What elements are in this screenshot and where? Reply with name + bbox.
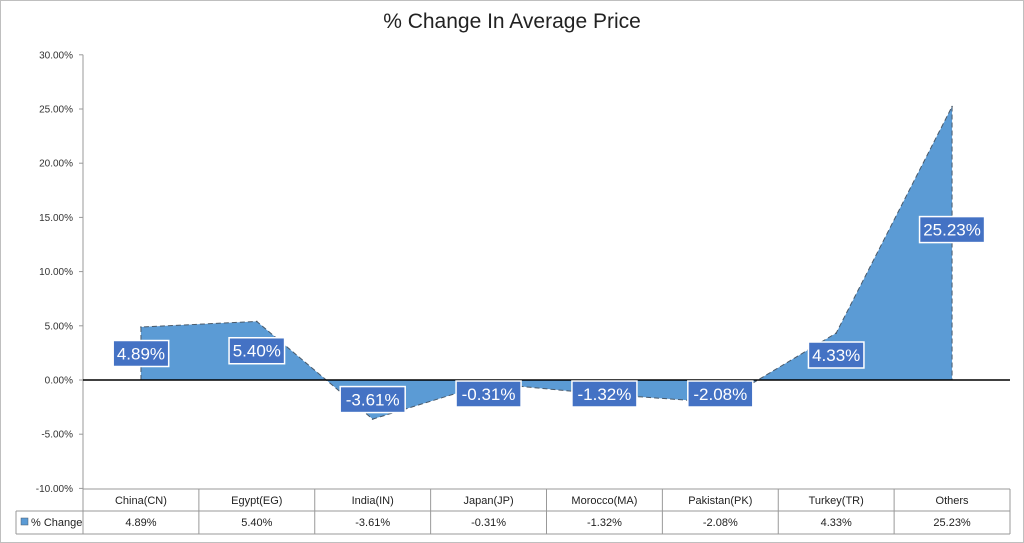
data-label-box [455,380,522,408]
chart-title: % Change In Average Price [383,10,641,33]
data-label-text: -0.31% [462,385,516,404]
data-point [835,332,837,334]
table-value-cell: -2.08% [703,517,738,529]
data-label-text: 25.23% [923,221,981,240]
y-tick-label: -5.00% [41,430,73,441]
data-label: 25.23% [918,215,986,244]
y-tick-label: 20.00% [39,159,73,170]
table-value-cell: 4.89% [125,517,156,529]
table-value-cell: -1.32% [587,517,622,529]
data-point [140,326,142,328]
area-fill [140,106,953,420]
table-value-cell: 4.33% [821,517,852,529]
y-tick-label: 15.00% [39,213,73,224]
table-value-cell: 25.23% [933,517,971,529]
legend-key-swatch [20,517,29,526]
data-label: -0.31% [455,380,522,408]
y-tick-label: -10.00% [36,484,73,495]
table-value-cell: 5.40% [241,517,272,529]
data-point [256,320,258,323]
category-label: Egypt(EG) [231,495,282,507]
data-label-box [918,215,986,244]
data-label-text: -2.08% [693,385,747,404]
area-outline [140,106,953,420]
data-point [951,105,953,108]
data-label: 4.33% [807,341,865,369]
data-point [371,418,374,420]
data-label: -3.61% [339,385,406,414]
y-tick-label: 30.00% [39,50,73,61]
data-label: -1.32% [571,380,638,408]
data-label: 5.40% [228,336,286,365]
legend-key-label: % Change [31,517,82,529]
category-label: India(IN) [352,495,394,507]
y-tick-label: 25.00% [39,105,73,116]
data-label-text: 4.33% [812,346,860,365]
data-label-text: -3.61% [346,391,400,410]
data-label-box [687,380,754,408]
data-label-box [807,341,865,369]
data-label-box [571,380,638,408]
data-label-box [228,336,286,365]
data-label: 4.89% [112,339,170,368]
table-value-cell: -0.31% [471,517,506,529]
y-tick-label: 0.00% [45,376,73,387]
table-value-cell: -3.61% [355,517,390,529]
category-label: Others [936,495,970,507]
category-label: Morocco(MA) [571,495,637,507]
data-label-box [112,339,170,368]
data-label-text: -1.32% [578,385,632,404]
category-label: China(CN) [115,495,167,507]
y-tick-label: 10.00% [39,267,73,278]
data-label-box [339,385,406,414]
data-label-text: 4.89% [117,344,165,363]
category-label: Japan(JP) [463,495,513,507]
data-label: -2.08% [687,380,754,408]
category-label: Pakistan(PK) [688,495,752,507]
y-tick-label: 5.00% [45,321,73,332]
data-label-text: 5.40% [233,342,281,361]
category-label: Turkey(TR) [809,495,864,507]
